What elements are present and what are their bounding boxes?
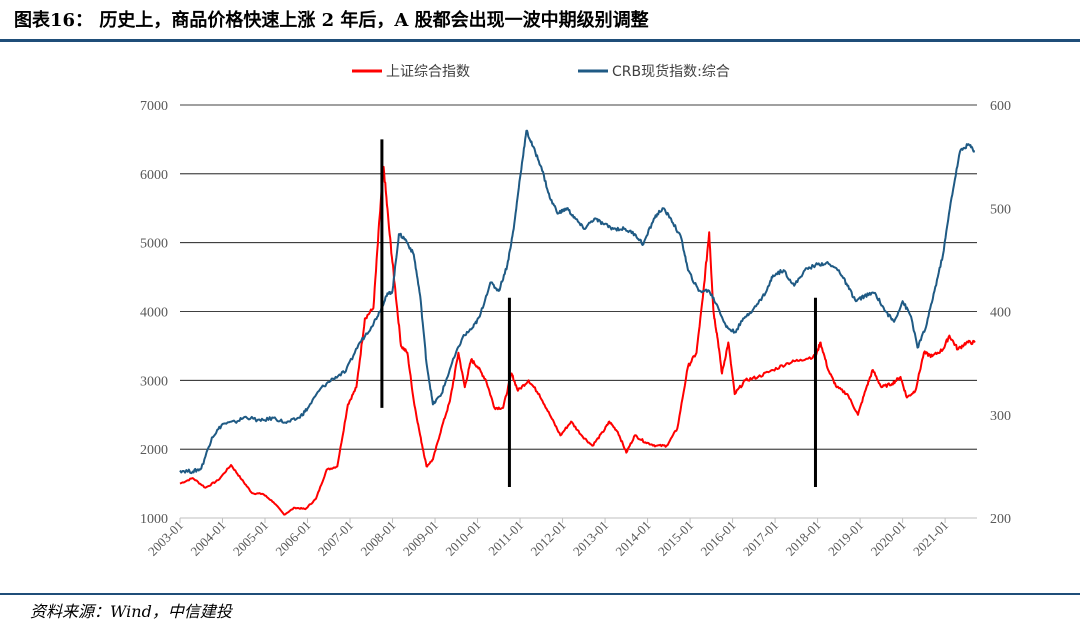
right-tick-label: 500: [990, 202, 1011, 217]
x-tick-label: 2014-01: [612, 518, 653, 559]
x-tick-label: 2018-01: [782, 518, 823, 559]
left-tick-label: 2000: [140, 443, 168, 458]
gridlines: [180, 104, 977, 519]
x-tick-label: 2016-01: [697, 518, 738, 559]
x-tick-label: 2015-01: [655, 518, 696, 559]
right-tick-label: 300: [990, 409, 1011, 424]
right-tick-label: 200: [990, 512, 1011, 527]
x-tick-label: 2007-01: [315, 518, 356, 559]
legend: 上证综合指数 CRB现货指数:综合: [352, 63, 730, 80]
legend-label-shanghai: 上证综合指数: [386, 64, 470, 80]
x-tick-label: 2006-01: [272, 518, 313, 559]
x-axis-ticks: 2003-01 2004-01 2005-01 2006-01 2007-01 2008-…: [145, 518, 951, 559]
top-rule: [0, 39, 1080, 42]
left-axis-ticks: 1000 2000 3000 4000 5000 6000 7000: [140, 99, 168, 527]
right-axis-ticks: 200 300 400 500 600: [990, 99, 1011, 527]
x-tick-label: 2021-01: [910, 518, 951, 559]
x-tick-label: 2010-01: [442, 518, 483, 559]
x-tick-label: 2011-01: [485, 518, 526, 559]
right-tick-label: 400: [990, 306, 1011, 321]
x-tick-label: 2020-01: [867, 518, 908, 559]
series-lines: [179, 129, 976, 516]
left-tick-label: 3000: [140, 374, 168, 389]
marker-lines: [380, 139, 817, 488]
x-tick-label: 2019-01: [825, 518, 866, 559]
left-tick-label: 1000: [140, 512, 168, 527]
x-tick-label: 2008-01: [357, 518, 398, 559]
x-tick-label: 2009-01: [400, 518, 441, 559]
x-tick-label: 2005-01: [230, 518, 271, 559]
x-tick-label: 2013-01: [570, 518, 611, 559]
left-tick-label: 4000: [140, 306, 168, 321]
chart-title: 图表16： 历史上，商品价格快速上涨 2 年后，A 股都会出现一波中期级别调整: [14, 10, 649, 31]
left-tick-label: 5000: [140, 237, 168, 252]
left-tick-label: 6000: [140, 168, 168, 183]
series-line-crb: [179, 129, 976, 475]
x-tick-label: 2012-01: [527, 518, 568, 559]
source-note: 资料来源：Wind，中信建投: [30, 602, 232, 621]
left-tick-label: 7000: [140, 99, 168, 114]
chart-svg: 1000 2000 3000 4000 5000 6000 7000 200 300 400 50…: [140, 63, 1011, 559]
x-tick-label: 2004-01: [187, 518, 228, 559]
right-tick-label: 600: [990, 99, 1011, 114]
x-tick-label: 2017-01: [740, 518, 781, 559]
legend-label-crb: CRB现货指数:综合: [612, 63, 730, 80]
series-line-shanghai: [179, 165, 976, 516]
bottom-rule: [0, 593, 1080, 595]
